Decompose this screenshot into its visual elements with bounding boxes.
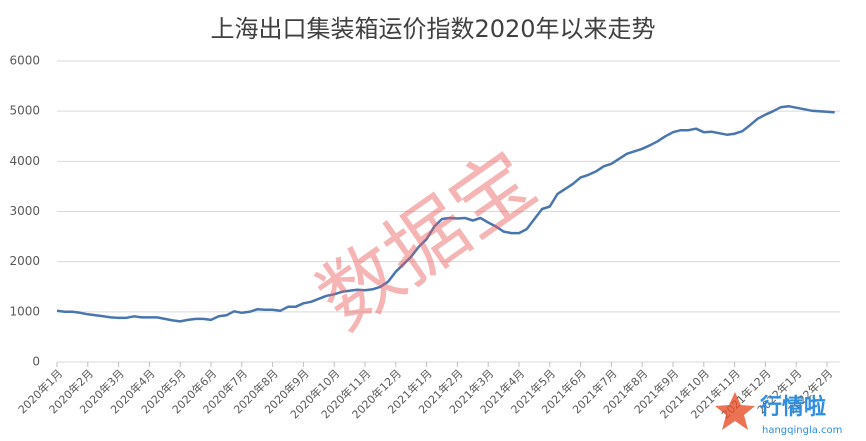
- logo-name: 行情啦: [759, 394, 826, 420]
- y-tick-label: 1000: [9, 304, 40, 318]
- y-tick-label: 2000: [9, 254, 40, 268]
- y-tick-label: 4000: [9, 154, 40, 168]
- y-tick-label: 6000: [9, 54, 40, 68]
- watermark: 数据宝: [302, 134, 552, 348]
- logo-star: [715, 392, 755, 430]
- y-tick-label: 0: [32, 355, 40, 369]
- line-series: [56, 104, 835, 323]
- y-tick-label: 3000: [9, 204, 40, 218]
- y-tick-label: 5000: [9, 104, 40, 118]
- chart-title: 上海出口集装箱运价指数2020年以来走势: [210, 15, 655, 43]
- logo-url: hangqingla.com: [762, 425, 842, 436]
